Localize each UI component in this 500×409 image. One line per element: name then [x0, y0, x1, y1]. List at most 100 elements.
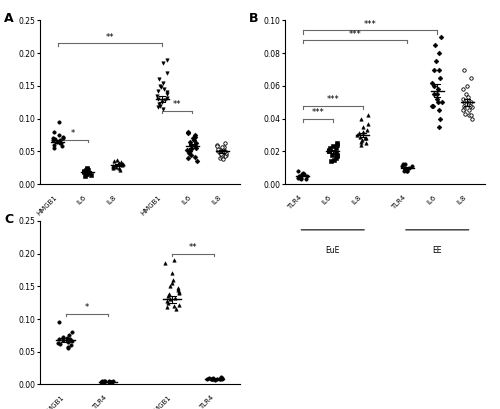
Point: [154, 92, 162, 99]
Point: [465, 99, 473, 106]
Point: [100, 378, 108, 384]
Point: [212, 377, 220, 383]
Point: [110, 158, 118, 164]
Point: [220, 149, 228, 155]
Text: ***: ***: [326, 95, 339, 104]
Point: [300, 171, 308, 178]
Point: [203, 375, 211, 382]
Point: [184, 155, 192, 161]
Point: [218, 152, 226, 159]
Point: [154, 88, 162, 94]
Point: [108, 379, 116, 386]
Point: [328, 151, 336, 158]
Point: [333, 140, 341, 146]
Point: [163, 94, 171, 101]
Point: [294, 173, 302, 179]
Point: [83, 164, 91, 171]
Point: [356, 142, 364, 148]
Point: [99, 379, 107, 385]
Point: [106, 379, 114, 386]
Point: [334, 151, 342, 158]
Point: [68, 329, 76, 335]
Point: [327, 158, 335, 164]
Point: [163, 56, 171, 63]
Point: [213, 143, 221, 149]
Point: [154, 103, 162, 110]
Text: TLR4: TLR4: [286, 194, 303, 210]
Point: [191, 143, 199, 149]
Point: [113, 157, 121, 164]
Point: [436, 74, 444, 81]
Text: HMGB1: HMGB1: [150, 394, 172, 409]
Text: ***: ***: [312, 108, 324, 117]
Point: [462, 91, 470, 97]
Point: [183, 147, 191, 153]
Text: C: C: [4, 213, 13, 226]
Point: [64, 343, 72, 350]
Text: IL6: IL6: [426, 194, 437, 205]
Point: [66, 335, 74, 342]
Point: [162, 90, 170, 97]
Text: ***: ***: [364, 20, 376, 29]
Point: [358, 128, 366, 135]
Point: [114, 164, 122, 171]
Text: IL8: IL8: [210, 194, 222, 205]
Point: [184, 130, 192, 136]
Point: [85, 170, 93, 176]
Point: [52, 138, 60, 145]
Text: IL8: IL8: [456, 194, 467, 205]
Point: [464, 94, 471, 101]
Point: [467, 74, 475, 81]
Point: [190, 134, 198, 140]
Point: [191, 153, 199, 160]
Point: [155, 76, 163, 83]
Point: [298, 171, 306, 178]
Point: [187, 142, 195, 148]
Point: [164, 70, 172, 76]
Point: [216, 147, 224, 153]
Point: [185, 149, 193, 156]
Point: [58, 143, 66, 149]
Point: [362, 140, 370, 146]
Point: [401, 161, 409, 168]
Point: [296, 174, 304, 181]
Point: [186, 146, 194, 153]
Point: [296, 173, 304, 179]
Point: [192, 145, 200, 151]
Point: [208, 376, 216, 382]
Point: [59, 337, 67, 343]
Point: [400, 164, 408, 171]
Point: [172, 306, 180, 312]
Text: IL8: IL8: [106, 194, 118, 205]
Text: **: **: [173, 101, 182, 110]
Point: [164, 291, 172, 297]
Point: [54, 340, 62, 346]
Point: [64, 345, 72, 352]
Point: [325, 148, 333, 155]
Point: [49, 137, 57, 144]
Point: [460, 106, 468, 112]
Point: [188, 135, 196, 142]
Point: [428, 102, 436, 109]
Point: [170, 303, 178, 309]
Text: EuE: EuE: [80, 246, 95, 255]
Point: [110, 165, 118, 172]
Point: [192, 140, 200, 147]
Point: [297, 176, 305, 182]
Point: [434, 86, 442, 92]
Point: [429, 102, 437, 109]
Point: [55, 119, 63, 125]
Point: [160, 260, 168, 267]
Point: [105, 378, 113, 384]
Point: [468, 99, 475, 106]
Text: **: **: [106, 33, 114, 42]
Point: [432, 58, 440, 65]
Point: [82, 170, 90, 177]
Point: [432, 42, 440, 48]
Point: [428, 79, 436, 86]
Point: [460, 66, 468, 73]
Point: [468, 112, 475, 119]
Point: [174, 284, 182, 291]
Point: [434, 96, 442, 102]
Point: [82, 167, 90, 173]
